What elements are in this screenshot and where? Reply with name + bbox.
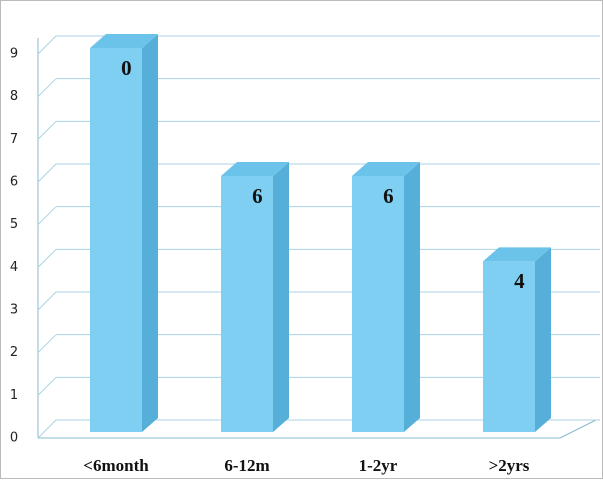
grid-line xyxy=(37,78,57,98)
y-tick-label: 5 xyxy=(10,217,18,232)
grid-line xyxy=(37,248,57,268)
bar-side xyxy=(142,34,158,432)
y-tick-label: 7 xyxy=(10,132,18,147)
grid-line xyxy=(37,419,57,439)
floor-edge xyxy=(559,419,597,439)
x-tick-label: 6-12m xyxy=(224,456,269,475)
bar xyxy=(221,176,273,432)
grid-line xyxy=(37,206,57,226)
bar-top xyxy=(90,34,158,48)
y-tick-label: 4 xyxy=(10,260,18,275)
grid-line xyxy=(37,376,57,396)
grid-line xyxy=(37,163,57,183)
bar-annotation: 0 xyxy=(121,56,132,80)
bar-top xyxy=(483,247,551,262)
y-tick-label: 3 xyxy=(10,303,18,318)
grid-line xyxy=(37,334,57,354)
y-tick-label: 0 xyxy=(10,431,18,446)
bar-side xyxy=(535,247,551,432)
y-tick-label: 6 xyxy=(10,175,18,190)
bar-top xyxy=(221,162,289,176)
y-tick-label: 8 xyxy=(10,89,18,104)
bar-side xyxy=(404,162,420,432)
bar-side xyxy=(273,162,289,432)
y-tick-label: 2 xyxy=(10,345,18,360)
bar-annotation: 6 xyxy=(252,184,263,208)
bar xyxy=(90,48,142,432)
y-tick-label: 9 xyxy=(10,47,18,62)
y-tick-label: 1 xyxy=(10,388,18,403)
bar-top xyxy=(352,162,420,176)
bar-annotation: 4 xyxy=(514,269,525,293)
grid-line xyxy=(37,35,57,55)
grid-line xyxy=(37,291,57,311)
grid-line xyxy=(37,120,57,140)
x-tick-label: >2yrs xyxy=(489,456,530,475)
bar xyxy=(483,261,535,432)
x-tick-label: 1-2yr xyxy=(359,456,398,475)
bar xyxy=(352,176,404,432)
x-tick-label: <6month xyxy=(83,456,149,475)
bar-annotation: 6 xyxy=(383,184,394,208)
